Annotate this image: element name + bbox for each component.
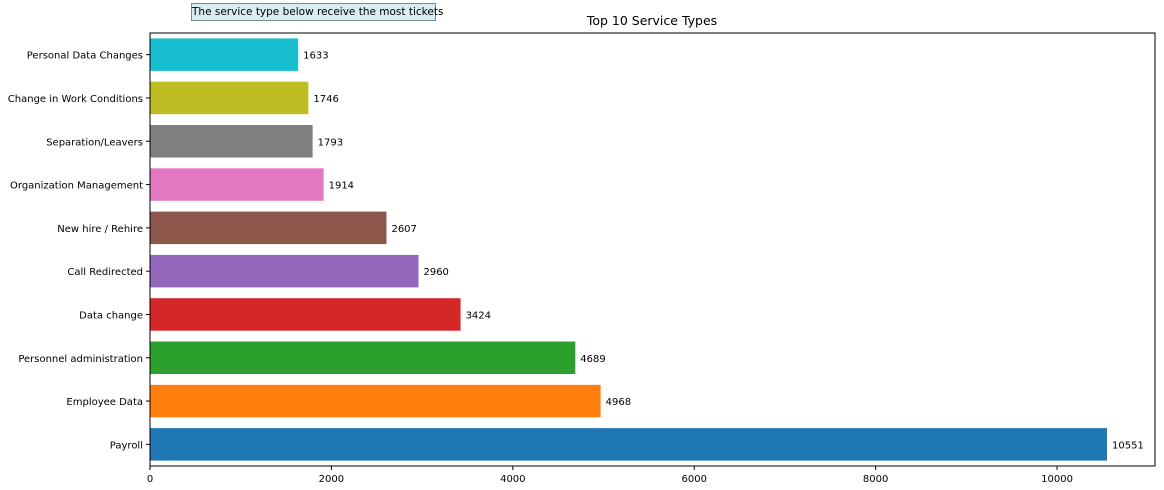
x-tick-label: 0: [147, 474, 153, 485]
bar-value-label: 2607: [391, 224, 416, 235]
x-tick-label: 2000: [319, 474, 344, 485]
bar: [150, 341, 576, 374]
x-tick-label: 6000: [681, 474, 706, 485]
y-tick-label: Payroll: [110, 440, 143, 451]
chart-title: Top 10 Service Types: [586, 13, 717, 28]
y-tick-label: Change in Work Conditions: [8, 94, 143, 105]
x-tick-label: 4000: [500, 474, 525, 485]
axes-layer: Payroll Employee Data Personnel administra…: [8, 32, 1156, 485]
bar: [150, 384, 601, 418]
y-tick-label: Data change: [79, 310, 143, 321]
annotation-box: The service type below receive the most …: [191, 3, 443, 21]
bar: [150, 125, 313, 158]
bar-value-label: 3424: [466, 310, 491, 321]
bar-value-label: 4689: [580, 354, 605, 365]
bar: [150, 81, 309, 115]
y-tick-label: Organization Management: [10, 181, 143, 192]
bar-value-label: 1633: [303, 51, 328, 62]
y-tick-label: Employee Data: [66, 397, 143, 408]
bar-value-label: 1793: [318, 137, 343, 148]
bar-value-label: 10551: [1112, 440, 1144, 451]
y-tick-label: New hire / Rehire: [57, 224, 143, 235]
bar: [150, 254, 419, 288]
bar-value-label: 2960: [423, 267, 448, 278]
y-tick-label: Personal Data Changes: [27, 51, 143, 62]
bar: [150, 211, 387, 245]
bar: [150, 38, 299, 71]
y-tick-label: Separation/Leavers: [46, 137, 143, 148]
bar: [150, 298, 461, 331]
bar-value-label: 1746: [313, 94, 338, 105]
bars-layer: 10551 4968 4689 3424 2960 2607 1914 1793 1746 163…: [150, 38, 1144, 461]
bar: [150, 428, 1108, 461]
y-tick-label: Call Redirected: [67, 267, 143, 278]
x-tick-label: 8000: [863, 474, 888, 485]
plot-frame: [149, 32, 1156, 467]
bar: [150, 168, 324, 201]
bar-value-label: 4968: [606, 397, 631, 408]
bar-value-label: 1914: [329, 181, 354, 192]
y-tick-label: Personnel administration: [18, 354, 143, 365]
x-tick-label: 10000: [1041, 474, 1073, 485]
